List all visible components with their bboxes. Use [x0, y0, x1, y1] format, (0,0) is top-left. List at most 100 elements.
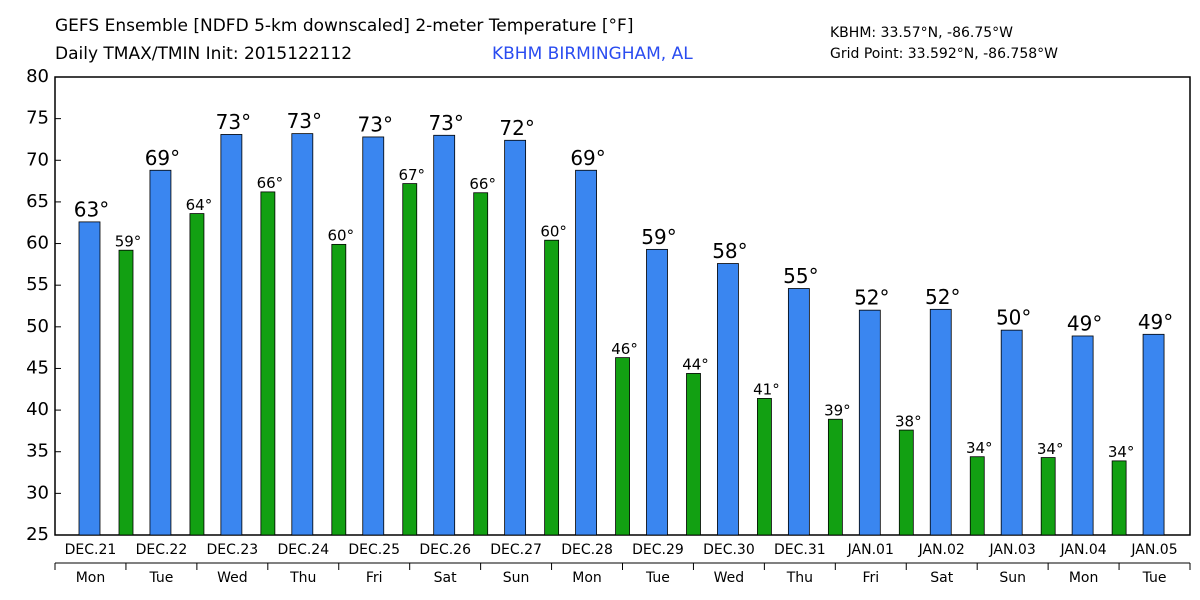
x-tick-label: DEC.27 — [490, 542, 542, 558]
bar — [615, 357, 630, 536]
station-coords: KBHM: 33.57°N, -86.75°W — [830, 25, 1013, 41]
y-tick-label: 40 — [26, 399, 49, 420]
value-label: 66° — [257, 174, 284, 192]
value-label: 49° — [1138, 310, 1173, 334]
x-tick-label: JAN.01 — [847, 542, 894, 558]
bar — [78, 221, 101, 536]
weekday-label: Tue — [1142, 570, 1167, 586]
value-label: 34° — [966, 439, 993, 457]
y-tick-label: 55 — [26, 274, 49, 295]
weekday-label: Sat — [930, 570, 953, 586]
value-label: 59° — [641, 225, 676, 249]
weekday-label: Wed — [217, 570, 248, 586]
weekday-label: Thu — [786, 570, 813, 586]
bar — [929, 308, 952, 536]
bar — [331, 243, 347, 536]
value-label: 59° — [115, 232, 142, 250]
bar — [717, 263, 739, 536]
chart-title: GEFS Ensemble [NDFD 5-km downscaled] 2-m… — [55, 16, 633, 36]
bar — [787, 288, 810, 536]
y-tick-label: 50 — [26, 316, 49, 337]
bar — [1111, 460, 1127, 536]
x-tick-label: DEC.29 — [632, 542, 684, 558]
value-label: 38° — [895, 412, 922, 430]
bar — [189, 213, 205, 536]
station-name: KBHM BIRMINGHAM, AL — [492, 44, 693, 64]
bar — [575, 169, 597, 536]
bar — [757, 398, 772, 536]
weekday-label: Wed — [714, 570, 745, 586]
y-tick-label: 25 — [26, 524, 49, 545]
value-label: 67° — [398, 166, 425, 184]
weekday-label: Mon — [1069, 570, 1099, 586]
bar — [1142, 333, 1165, 536]
weekday-label: Thu — [289, 570, 316, 586]
value-label: 73° — [428, 111, 463, 135]
y-tick-label: 35 — [26, 441, 49, 462]
x-tick-label: DEC.22 — [136, 542, 188, 558]
x-tick-label: DEC.23 — [207, 542, 259, 558]
bar — [858, 309, 881, 536]
value-label: 52° — [854, 286, 889, 310]
value-label: 72° — [499, 116, 534, 140]
value-label: 41° — [753, 381, 780, 399]
value-label: 73° — [216, 110, 251, 134]
x-tick-label: JAN.04 — [1059, 542, 1106, 558]
value-label: 66° — [469, 175, 496, 193]
bar — [473, 192, 489, 536]
bar — [220, 134, 243, 536]
value-label: 73° — [358, 112, 393, 136]
x-tick-label: DEC.31 — [774, 542, 826, 558]
value-label: 69° — [145, 146, 180, 170]
bar — [827, 418, 843, 536]
bar — [291, 133, 314, 536]
weekday-label: Mon — [76, 570, 106, 586]
weekday-label: Tue — [645, 570, 670, 586]
weekday-label: Tue — [148, 570, 173, 586]
y-tick-label: 60 — [26, 233, 49, 254]
weekday-label: Sun — [999, 570, 1026, 586]
value-label: 69° — [570, 146, 605, 170]
value-label: 52° — [925, 285, 960, 309]
value-label: 63° — [74, 197, 109, 221]
value-label: 64° — [186, 196, 213, 214]
value-label: 60° — [328, 227, 355, 245]
grid-point: Grid Point: 33.592°N, -86.758°W — [830, 46, 1058, 62]
bar — [1071, 335, 1094, 536]
x-tick-label: DEC.24 — [277, 542, 329, 558]
bar — [1000, 329, 1023, 536]
x-tick-label: DEC.21 — [65, 542, 117, 558]
y-tick-label: 70 — [26, 149, 49, 170]
value-label: 49° — [1067, 311, 1102, 335]
weekday-label: Fri — [366, 570, 383, 586]
y-tick-label: 30 — [26, 482, 49, 503]
value-label: 44° — [682, 356, 709, 374]
value-label: 73° — [287, 109, 322, 133]
value-label: 58° — [712, 239, 747, 263]
value-label: 46° — [611, 340, 638, 358]
x-tick-label: DEC.25 — [348, 542, 400, 558]
bar — [646, 248, 668, 536]
y-tick-label: 65 — [26, 191, 49, 212]
bar — [969, 456, 985, 536]
bar — [402, 183, 418, 536]
x-tick-label: DEC.28 — [561, 542, 613, 558]
bar — [1040, 457, 1056, 536]
x-tick-label: JAN.03 — [989, 542, 1036, 558]
y-tick-label: 80 — [26, 66, 49, 87]
value-label: 34° — [1037, 440, 1064, 458]
value-label: 39° — [824, 402, 851, 420]
x-tick-label: JAN.02 — [918, 542, 965, 558]
value-label: 34° — [1108, 443, 1135, 461]
weekday-label: Sat — [434, 570, 457, 586]
chart-subtitle: Daily TMAX/TMIN Init: 2015122112 — [55, 44, 352, 64]
x-tick-label: DEC.26 — [419, 542, 471, 558]
bar — [686, 373, 701, 536]
value-label: 60° — [540, 222, 567, 240]
x-tick-label: JAN.05 — [1130, 542, 1177, 558]
y-tick-label: 75 — [26, 108, 49, 129]
weekday-label: Fri — [862, 570, 879, 586]
bar — [362, 136, 385, 536]
x-tick-label: DEC.30 — [703, 542, 755, 558]
